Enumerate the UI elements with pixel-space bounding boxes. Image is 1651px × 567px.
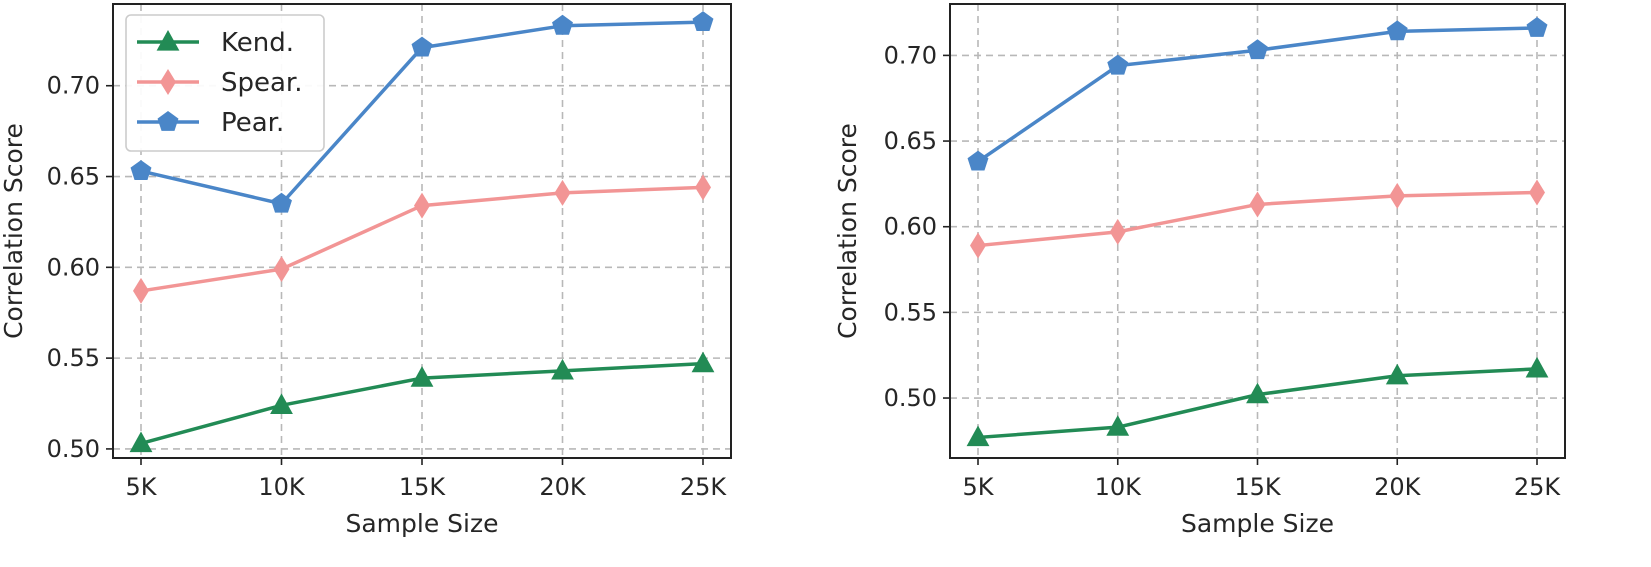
data-point [692,11,714,32]
y-tick-label: 0.55 [47,344,100,372]
data-point [970,232,986,259]
legend: Kend. Spear. Pear. [125,14,325,152]
x-tick-label: 10K [1095,473,1143,501]
y-tick-label: 0.60 [47,253,100,281]
x-axis-label: Sample Size [345,509,498,538]
legend-entry-label: Pear. [221,108,284,138]
x-tick-label: 10K [258,473,306,501]
x-tick-label: 20K [539,473,587,501]
data-point [414,192,430,219]
y-tick-label: 0.60 [884,213,937,241]
data-point [1249,191,1266,218]
data-point [551,358,574,380]
data-point [410,366,434,387]
data-point [273,256,290,283]
chart-panel-2: 0.50 0.55 0.60 0.65 0.70 5K 10K 15K 20K 25K Sample… [833,3,1566,538]
data-point [695,174,711,201]
data-point [1107,54,1129,75]
data-point [130,160,152,180]
data-point [554,179,571,206]
x-tick-label: 5K [962,473,994,501]
y-tick-label: 0.65 [884,127,937,155]
y-tick-label: 0.65 [47,163,100,191]
legend-marker [160,69,176,95]
data-point [129,431,153,453]
legend-marker [156,30,180,51]
data-point [1246,382,1269,404]
data-point [133,277,149,304]
data-point [1109,218,1126,245]
data-point [967,150,989,171]
x-axis-label: Sample Size [1181,509,1334,538]
x-tick-label: 15K [399,473,447,501]
data-point [411,36,433,57]
y-tick-label: 0.55 [884,298,937,326]
data-point [271,192,292,213]
x-tick-label: 25K [680,473,728,501]
x-tick-label: 15K [1234,473,1282,501]
y-axis-label: Correlation Score [0,123,28,339]
data-point [1386,20,1408,41]
y-axis-label: Correlation Score [833,123,862,339]
data-point [691,351,715,373]
data-point [1525,356,1549,378]
data-point [1526,16,1548,37]
chart-panel-1: 0.50 0.55 0.60 0.65 0.70 5K 10K 15K 20K 25K Sample… [0,3,732,538]
x-tick-label: 20K [1374,473,1422,501]
y-tick-label: 0.70 [47,72,100,100]
y-tick-label: 0.70 [884,41,937,69]
legend-entry-label: Kend. [221,28,294,58]
data-point [270,393,293,414]
data-point [1385,363,1409,385]
data-point [552,14,573,35]
data-point [1389,182,1406,209]
y-tick-label: 0.50 [884,384,937,412]
data-point [1529,179,1545,206]
x-tick-label: 25K [1514,473,1562,501]
y-tick-label: 0.50 [47,435,100,463]
data-point [1247,39,1268,60]
legend-entry-label: Spear. [221,68,303,98]
data-point [1106,415,1130,436]
data-point [966,425,990,447]
x-tick-label: 5K [125,473,157,501]
legend-marker [157,111,179,131]
